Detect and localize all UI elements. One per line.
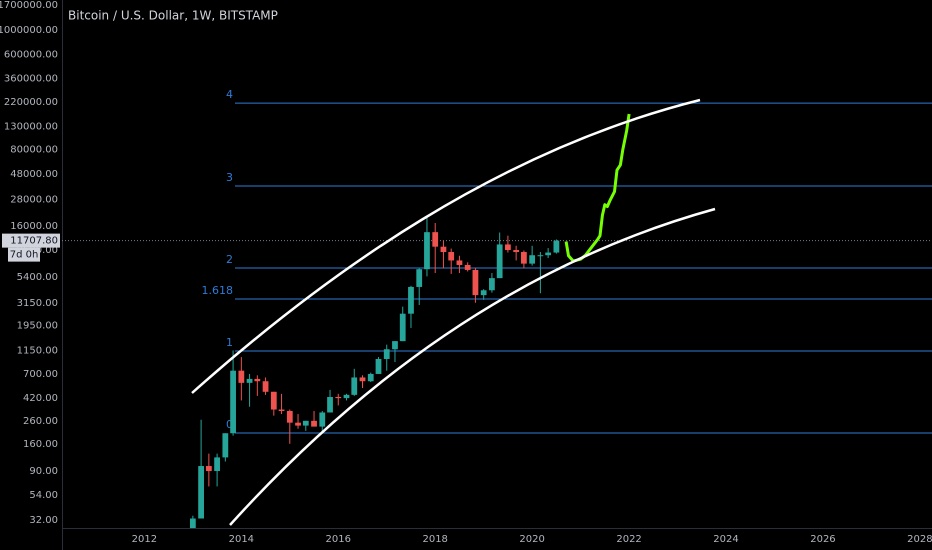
candle-body [489, 278, 495, 291]
x-tick-label: 2026 [810, 534, 835, 545]
candle-body [295, 422, 301, 426]
candle-body [456, 260, 463, 265]
fib-label: 3 [226, 171, 233, 184]
candle-body [521, 252, 527, 264]
candle-body [496, 244, 503, 279]
candle-body [254, 378, 261, 382]
candle-body [238, 370, 245, 383]
candle-body [529, 255, 536, 264]
candle-body [343, 394, 350, 399]
fib-label: 1 [226, 336, 233, 349]
y-tick-label: 32.00 [29, 515, 58, 526]
last-price-label: 11707.80 [10, 236, 58, 247]
candle-body [408, 286, 414, 314]
candle-body [537, 255, 544, 257]
x-tick-label: 2028 [907, 534, 932, 545]
candle-body [222, 433, 229, 458]
candle-body [327, 396, 333, 413]
candle-body [246, 378, 253, 383]
candle-body [205, 466, 212, 472]
candle-body [513, 250, 520, 253]
candle-body [189, 518, 196, 528]
candle-body [545, 252, 552, 256]
y-tick-label: 160.00 [23, 439, 58, 450]
y-tick-label: 1000000.00 [0, 25, 58, 36]
candle-body [335, 396, 342, 399]
candle-body [351, 377, 358, 395]
y-tick-label: 700.00 [23, 369, 58, 380]
y-tick-label: 220000.00 [4, 97, 58, 108]
candle-body [416, 269, 423, 287]
candle-body [270, 391, 277, 410]
candle-body [383, 349, 390, 359]
y-tick-label: 5400.00 [17, 272, 58, 283]
x-tick-label: 2018 [422, 534, 447, 545]
upper-curve [191, 98, 701, 394]
y-tick-label: 90.00 [29, 466, 58, 477]
x-tick-label: 2022 [616, 534, 641, 545]
candle-body [432, 232, 439, 247]
candle-body [440, 246, 447, 253]
y-tick-label: 80000.00 [10, 145, 58, 156]
candle-body [230, 370, 236, 434]
y-tick-label: 28000.00 [10, 194, 58, 205]
countdown-box [8, 247, 40, 262]
candle-body [448, 252, 455, 261]
candle-body [367, 373, 374, 382]
candle-body [392, 341, 398, 350]
x-tick-label: 2014 [229, 534, 254, 545]
plot-area: 4 3 2 1.618 1 0 [62, 88, 932, 528]
trend-curves [191, 98, 716, 526]
candle-body [311, 420, 317, 427]
candle-body [214, 457, 220, 472]
countdown-label: 7d 0h [10, 250, 39, 261]
candle-body [302, 420, 309, 426]
y-tick-label: 1950.00 [17, 320, 58, 331]
candle-body [424, 232, 430, 270]
x-tick-label: 2016 [326, 534, 351, 545]
y-tick-label: 1700000.00 [0, 0, 58, 11]
y-tick-label: 420.00 [23, 393, 58, 404]
last-price-box [2, 233, 60, 248]
candle-body [278, 409, 285, 411]
candle-body [472, 269, 479, 296]
fib-label: 0 [226, 418, 233, 431]
y-tick-label: 16000.00 [10, 221, 58, 232]
candle-body [399, 313, 406, 342]
x-tick-label: 2020 [519, 534, 544, 545]
candle-body [262, 381, 269, 392]
x-tick-label: 2012 [132, 534, 157, 545]
candle-body [198, 466, 204, 519]
candle-body [480, 290, 487, 296]
candle-body [375, 358, 382, 374]
candle-body [553, 240, 560, 253]
candle-body [286, 410, 293, 423]
fib-label: 2 [226, 253, 233, 266]
y-tick-label: 54.00 [29, 490, 58, 501]
candle-body [359, 377, 366, 382]
candle-body [464, 264, 471, 270]
candle-body [505, 244, 511, 251]
fib-label: 4 [226, 88, 233, 101]
x-tick-label: 2024 [713, 534, 738, 545]
y-tick-label: 360000.00 [4, 73, 58, 84]
candle-body [319, 412, 326, 427]
lower-curve [229, 207, 716, 526]
y-tick-label: 3150.00 [17, 298, 58, 309]
y-tick-label: 600000.00 [4, 49, 58, 60]
y-tick-label: 260.00 [23, 416, 58, 427]
y-tick-label: 130000.00 [4, 122, 58, 133]
fib-label: 1.618 [202, 284, 234, 297]
y-tick-label: 1150.00 [17, 345, 58, 356]
y-tick-label: 48000.00 [10, 169, 58, 180]
chart-title: Bitcoin / U.S. Dollar, 1W, BITSTAMP [68, 9, 278, 23]
